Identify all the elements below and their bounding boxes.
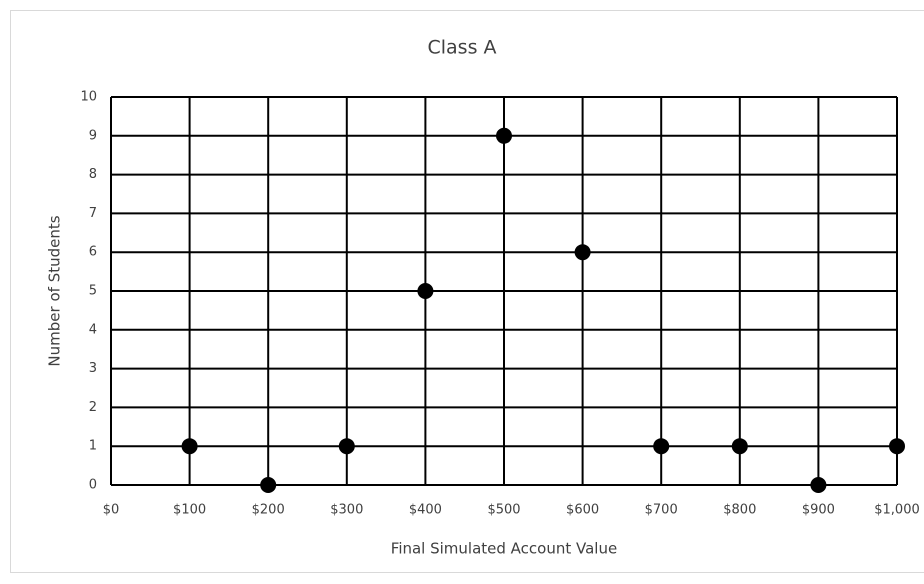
y-tick-label: 8 bbox=[89, 167, 97, 182]
y-tick-label: 1 bbox=[89, 439, 97, 454]
y-tick-label: 3 bbox=[89, 361, 97, 376]
x-tick-label: $400 bbox=[409, 503, 442, 518]
x-tick-label: $0 bbox=[103, 503, 120, 518]
x-tick-label: $700 bbox=[645, 503, 678, 518]
y-tick-label: 10 bbox=[80, 90, 97, 105]
x-tick-label: $600 bbox=[566, 503, 599, 518]
y-tick-label: 6 bbox=[89, 245, 97, 260]
x-tick-label: $100 bbox=[173, 503, 206, 518]
y-tick-label: 9 bbox=[89, 128, 97, 143]
x-tick-label: $900 bbox=[802, 503, 835, 518]
y-tick-label: 5 bbox=[89, 284, 97, 299]
point bbox=[810, 477, 827, 493]
x-tick-label: $300 bbox=[330, 503, 363, 518]
x-tick-label: $1,000 bbox=[874, 503, 920, 518]
y-tick-label: 2 bbox=[89, 400, 97, 415]
point bbox=[496, 127, 512, 144]
point bbox=[731, 438, 748, 455]
point bbox=[574, 244, 591, 261]
y-tick-label: 0 bbox=[89, 478, 97, 493]
point bbox=[338, 438, 355, 455]
point bbox=[889, 438, 905, 455]
point bbox=[417, 283, 434, 299]
x-tick-label: $800 bbox=[723, 503, 756, 518]
x-tick-label: $500 bbox=[487, 503, 520, 518]
y-axis-label: Number of Students bbox=[46, 215, 64, 366]
point bbox=[260, 477, 277, 493]
point bbox=[653, 438, 670, 455]
point bbox=[181, 438, 198, 455]
x-tick-label: $200 bbox=[252, 503, 285, 518]
y-tick-label: 4 bbox=[89, 322, 97, 337]
chart-title: Class A bbox=[427, 37, 496, 59]
x-axis-label: Final Simulated Account Value bbox=[391, 540, 617, 558]
y-tick-label: 7 bbox=[89, 206, 97, 221]
